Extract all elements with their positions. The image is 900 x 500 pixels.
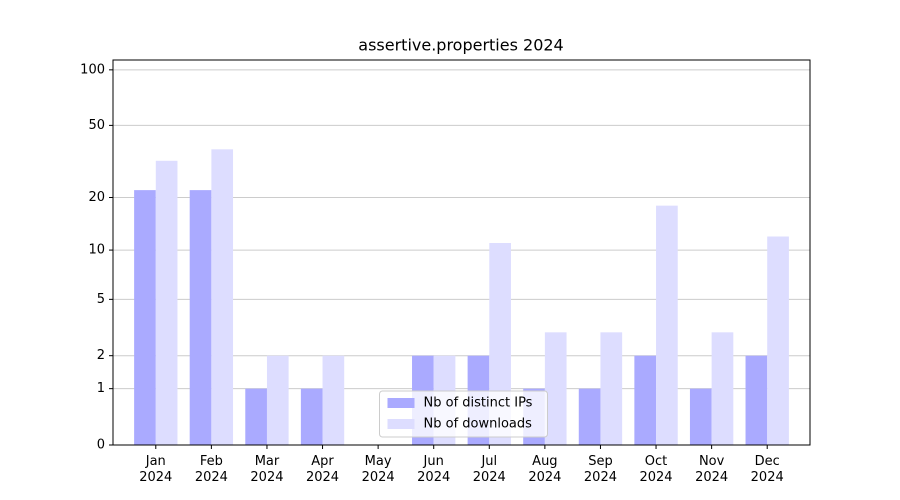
x-tick-label: Feb 2024 <box>194 454 228 485</box>
y-tick-label: 2 <box>97 348 105 363</box>
chart-title: assertive.properties 2024 <box>358 36 563 55</box>
legend-swatch <box>387 419 415 429</box>
y-tick-label: 1 <box>97 381 105 396</box>
x-tick-label: Jan 2024 <box>139 454 173 485</box>
legend-label: Nb of downloads <box>424 417 533 432</box>
y-tick-label: 0 <box>97 438 105 453</box>
bar <box>300 388 323 445</box>
x-tick-label: Nov 2024 <box>695 454 729 485</box>
x-tick-label: Dec 2024 <box>750 454 784 485</box>
x-tick-label: Aug 2024 <box>528 454 562 485</box>
bar <box>189 190 212 445</box>
bar <box>211 149 234 445</box>
legend-label: Nb of distinct IPs <box>424 396 533 411</box>
y-tick-label: 100 <box>80 62 105 77</box>
bar <box>745 355 768 445</box>
x-tick-label: Sep 2024 <box>583 454 617 485</box>
y-tick-label: 5 <box>97 292 105 307</box>
y-tick-label: 20 <box>88 190 105 205</box>
x-tick-label: Mar 2024 <box>250 454 284 485</box>
bar <box>767 236 789 445</box>
plot-frame <box>112 59 811 446</box>
bar <box>578 388 601 445</box>
x-tick-label: Apr 2024 <box>305 454 340 485</box>
x-tick-label: Oct 2024 <box>639 454 673 485</box>
y-tick-label: 10 <box>88 243 105 258</box>
bar <box>689 388 712 445</box>
bar <box>656 205 678 445</box>
bar <box>155 160 178 445</box>
x-tick-label: Jun 2024 <box>417 454 451 485</box>
y-tick-label: 50 <box>88 118 105 133</box>
bar <box>600 332 623 445</box>
x-tick-label: May 2024 <box>361 454 395 485</box>
legend-swatch <box>387 398 415 408</box>
bar <box>245 388 267 445</box>
bar <box>711 332 734 445</box>
bar <box>634 355 657 445</box>
bar <box>134 190 156 445</box>
legend-box <box>379 390 548 438</box>
bar <box>322 355 345 445</box>
bar <box>544 332 567 445</box>
bar <box>266 355 289 445</box>
x-tick-label: Jul 2024 <box>472 454 506 485</box>
